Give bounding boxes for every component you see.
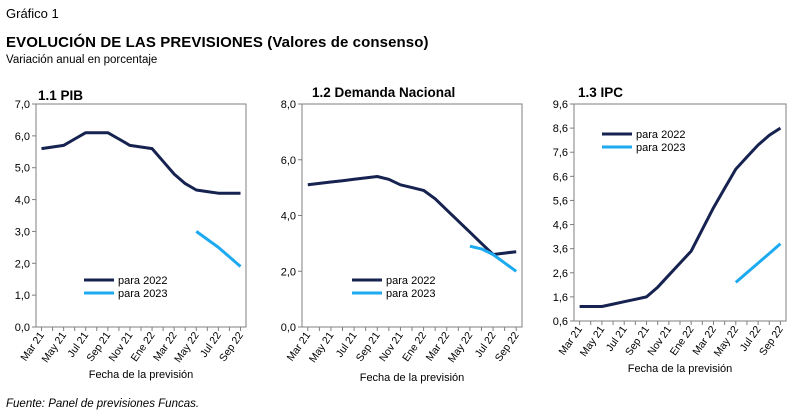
y-tick-label: 5,6 bbox=[553, 195, 568, 207]
y-tick-label: 9,6 bbox=[553, 99, 568, 111]
y-tick-label: 2,0 bbox=[15, 258, 30, 270]
x-axis-label: Fecha de la previsión bbox=[89, 369, 194, 381]
series-line-2022 bbox=[579, 126, 782, 308]
chart-3: 1.3 IPC0,61,62,63,64,65,66,67,68,69,6Mar… bbox=[553, 85, 787, 375]
legend-label: para 2023 bbox=[636, 142, 686, 154]
legend-label: para 2022 bbox=[636, 129, 686, 141]
chart-title: 1.2 Demanda Nacional bbox=[312, 85, 455, 100]
chart-title: 1.3 IPC bbox=[578, 85, 623, 100]
x-axis-label: Fecha de la previsión bbox=[628, 363, 733, 375]
legend-label: para 2022 bbox=[386, 275, 436, 287]
y-tick-label: 7,0 bbox=[15, 99, 30, 111]
y-tick-label: 0,6 bbox=[553, 316, 568, 328]
y-tick-label: 2,6 bbox=[553, 268, 568, 280]
y-tick-label: 5,0 bbox=[15, 163, 30, 175]
series-line-2023 bbox=[195, 230, 242, 268]
y-tick-label: 4,6 bbox=[553, 220, 568, 232]
x-tick-label: Sep 22 bbox=[493, 330, 522, 364]
y-tick-label: 3,6 bbox=[553, 244, 568, 256]
y-tick-label: 2,0 bbox=[281, 266, 296, 278]
y-tick-label: 0,0 bbox=[15, 322, 30, 334]
x-tick-label: Sep 22 bbox=[757, 324, 786, 358]
legend-label: para 2023 bbox=[118, 288, 168, 300]
y-tick-label: 6,0 bbox=[15, 131, 30, 143]
x-tick-label: Ene 22 bbox=[400, 330, 429, 364]
x-tick-label: May 21 bbox=[307, 330, 337, 365]
y-tick-label: 1,6 bbox=[553, 292, 568, 304]
y-tick-label: 4,0 bbox=[15, 195, 30, 207]
legend-label: para 2022 bbox=[118, 275, 168, 287]
series-line-2022 bbox=[307, 175, 517, 256]
y-tick-label: 1,0 bbox=[15, 290, 30, 302]
y-tick-label: 7,6 bbox=[553, 147, 568, 159]
figure-title: EVOLUCIÓN DE LAS PREVISIONES (Valores de… bbox=[6, 34, 429, 51]
x-tick-label: May 22 bbox=[446, 330, 476, 365]
series-line-2022 bbox=[41, 131, 241, 195]
series-line-2023 bbox=[469, 244, 518, 273]
y-tick-label: 0,0 bbox=[281, 322, 296, 334]
x-axis-label: Fecha de la previsión bbox=[360, 372, 465, 384]
figure-subtitle: Variación anual en porcentaje bbox=[6, 54, 158, 66]
series-line-2023 bbox=[734, 242, 782, 284]
y-tick-label: 8,6 bbox=[553, 123, 568, 135]
source-note: Fuente: Panel de previsiones Funcas. bbox=[6, 398, 200, 410]
y-tick-label: 6,0 bbox=[281, 155, 296, 167]
chart-title: 1.1 PIB bbox=[38, 88, 83, 103]
y-tick-label: 8,0 bbox=[281, 99, 296, 111]
legend-label: para 2023 bbox=[386, 288, 436, 300]
figure-label: Gráfico 1 bbox=[6, 6, 59, 21]
x-tick-label: Sep 22 bbox=[217, 330, 246, 364]
y-tick-label: 4,0 bbox=[281, 211, 296, 223]
y-tick-label: 6,6 bbox=[553, 171, 568, 183]
y-tick-label: 3,0 bbox=[15, 226, 30, 238]
